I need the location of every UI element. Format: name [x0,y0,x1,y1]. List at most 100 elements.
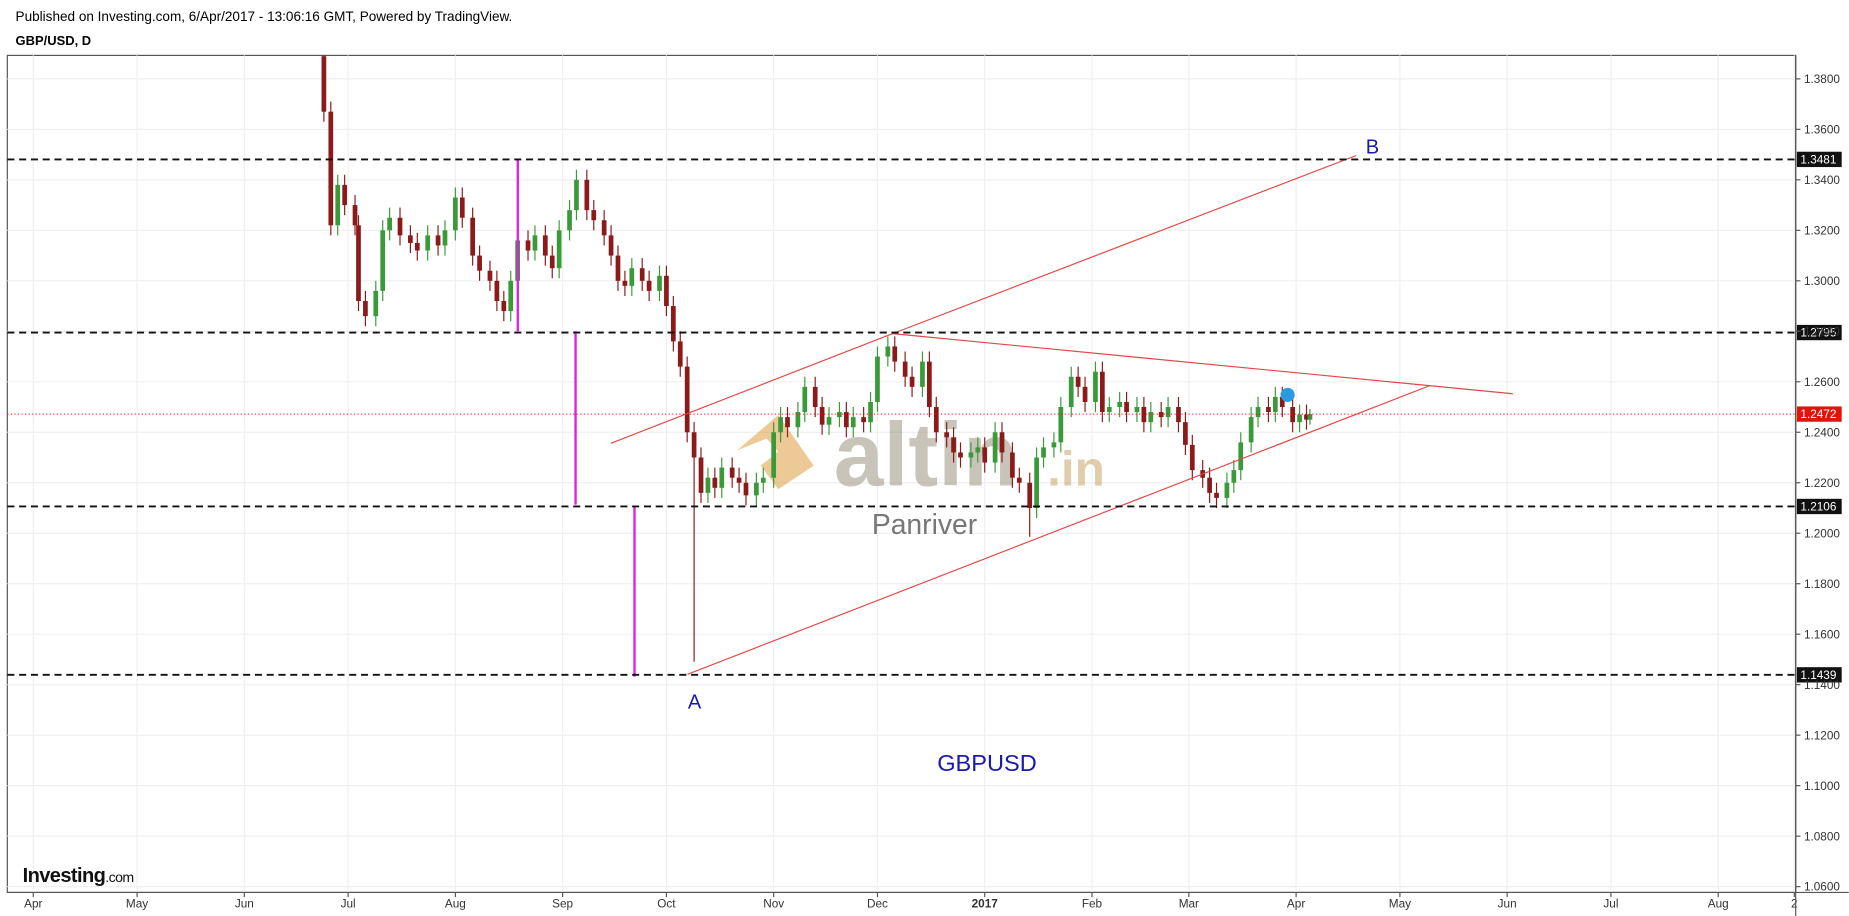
candle-body [532,235,538,251]
candle-body [999,432,1005,453]
candle-body [1165,407,1171,418]
event-marker [1280,387,1295,403]
candle-body [958,452,963,458]
level-tag [1796,498,1842,515]
candle-body [328,111,334,226]
candle-body [335,184,341,226]
candle-body [1106,407,1112,413]
candle-body [760,477,766,483]
candle-body [712,477,718,488]
logo: Investing.com [23,865,134,887]
candle-body [1099,371,1105,413]
trendline [892,155,1357,335]
x-tick-label: Aug [1708,898,1729,911]
subtitle: Published on Investing.com, 6/Apr/2017 -… [16,9,513,24]
candle-body [684,366,690,433]
candle-body [567,210,572,231]
candle-body [850,417,856,428]
y-tick-label: 1.2200 [1804,477,1840,490]
x-tick-label: May [126,898,148,911]
candle-body [785,417,790,428]
candle-body [677,341,683,367]
candle-body [1304,414,1309,420]
candle-body [549,255,555,269]
candle-body [1051,442,1057,448]
candle-body [875,356,880,402]
candle-body [951,437,956,453]
candle-body [622,280,628,286]
candle-body [909,376,915,387]
candle-body [843,412,849,428]
candle-body [1272,396,1278,413]
y-tick-label: 1.2400 [1804,426,1840,439]
author-label: Panriver [872,508,977,540]
measure-lines [516,159,636,677]
candle-body [629,268,635,286]
y-tick-label: 1.1000 [1804,780,1840,793]
candle-body [944,432,950,438]
level-tag [1796,151,1842,168]
y-tick-label: 1.3800 [1804,73,1840,86]
candle-body [408,235,413,243]
level-tag [1796,324,1842,341]
candle-body [1279,396,1285,408]
trendline [687,384,1431,675]
candle-body [1141,407,1147,423]
watermark-logo [737,414,814,490]
candle-body [501,301,507,312]
trendline [610,333,893,444]
candle-body [1016,477,1022,483]
candle-body [556,230,562,269]
candle-body [615,255,621,281]
candle-body [342,184,348,206]
candle-body [670,306,676,342]
candle-body [729,467,735,478]
logo-main: Investing [23,865,106,887]
candle-body [494,280,500,302]
y-tick-label: 1.0800 [1804,830,1840,843]
candle-body [1290,407,1296,423]
y-tick-label: 1.3600 [1804,123,1840,136]
candle-body [1041,447,1046,458]
candle-body [664,275,669,307]
candle-body [778,417,783,433]
candle-body [442,230,448,246]
trendline [892,333,1513,395]
x-tick-label: Jun [1498,898,1517,911]
candle-body [705,477,711,493]
candle-body [574,179,579,211]
candle-body [1117,401,1123,408]
candle-body [802,386,808,413]
candle-body [1307,414,1313,420]
x-tick-label: 2017 [972,898,999,911]
candle-body [657,275,662,291]
candle-body [584,179,590,211]
level-label: 1.2795 [1800,327,1836,340]
level-label: 1.2106 [1800,501,1836,514]
x-tick-label: Aug [445,898,466,911]
candle-body [1255,407,1261,418]
candle-body [719,467,725,488]
candle-body [826,417,832,425]
candle-body [892,346,898,362]
candle-body [1124,401,1129,413]
candle-body [885,346,891,357]
candle-body [373,290,379,317]
watermark-suffix: .in [1047,442,1105,497]
y-tick-label: 1.1600 [1804,628,1840,641]
candle-body [591,210,597,221]
y-tick-label: 1.2800 [1804,325,1840,338]
candle-body [542,235,548,256]
candle-body [608,235,614,256]
x-tick-label: Jun [235,898,254,911]
candle-body [1058,407,1064,443]
candle-body [363,301,368,317]
candle-body [435,235,441,246]
x-tick-label: Nov [763,898,784,911]
candle-body [459,197,465,218]
candle-body [1214,492,1219,498]
candle-body [508,280,514,312]
x-tick-label: Oct [657,898,676,911]
candle-body [1075,376,1081,387]
